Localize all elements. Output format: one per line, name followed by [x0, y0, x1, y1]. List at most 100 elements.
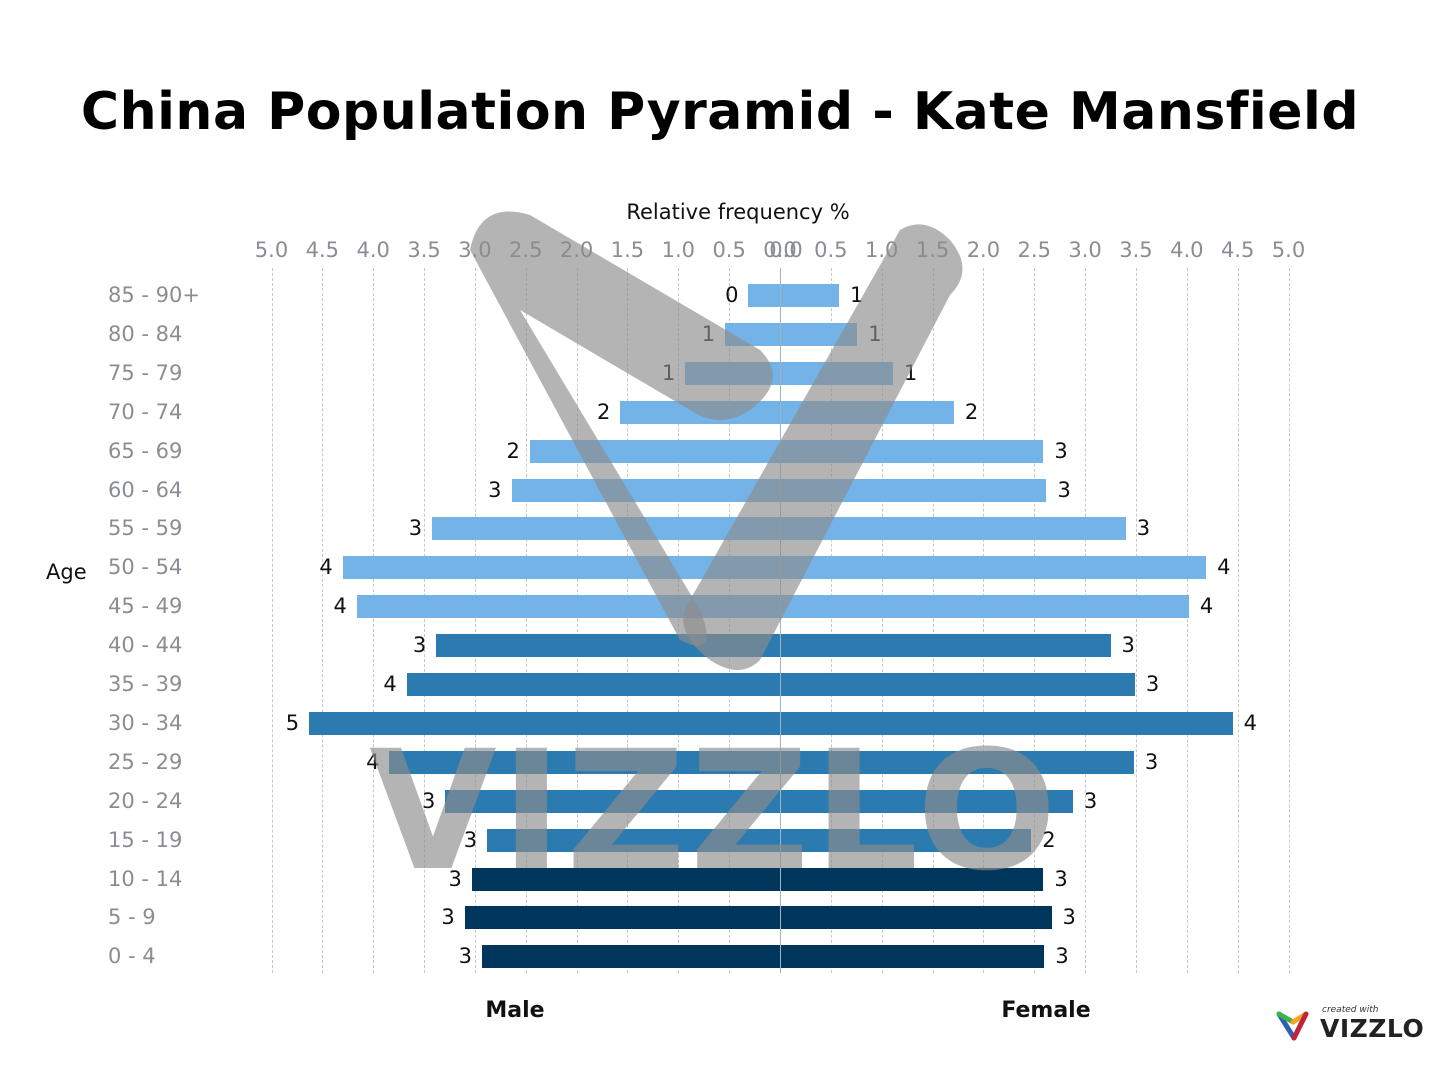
male-bar [487, 828, 780, 852]
female-bar [780, 595, 1189, 619]
female-bar [780, 439, 1044, 463]
x-tick-label: 4.0 [1170, 238, 1204, 262]
created-with-text: created with [1322, 1005, 1379, 1015]
gridline [1237, 268, 1239, 973]
x-tick-label: 0.0 [769, 238, 803, 262]
female-bar [780, 828, 1032, 852]
female-bar [780, 711, 1233, 735]
male-bar [471, 867, 780, 891]
male-bar [511, 478, 780, 502]
male-value-label: 4 [383, 672, 397, 696]
female-label: Female [1001, 998, 1091, 1023]
age-label: 85 - 90+ [108, 283, 200, 307]
male-bar [389, 750, 780, 774]
male-bar [464, 906, 780, 930]
female-value-label: 4 [1243, 710, 1257, 735]
female-bar [780, 478, 1047, 502]
female-value-label: 3 [1144, 749, 1159, 774]
x-tick-label: 3.5 [1119, 238, 1153, 262]
age-label: 55 - 59 [108, 516, 183, 541]
male-value-label: 3 [412, 633, 427, 658]
gridline [1288, 268, 1290, 973]
male-value-label: 4 [333, 594, 347, 619]
male-bar [620, 400, 780, 424]
gridline [1135, 268, 1137, 973]
age-label: 75 - 79 [108, 360, 183, 385]
male-bar [529, 439, 780, 463]
female-value-label: 3 [1136, 516, 1151, 541]
age-label: 0 - 4 [108, 944, 156, 969]
female-value-label: 2 [1042, 827, 1056, 852]
y-axis-title: Age [46, 560, 87, 584]
age-label: 10 - 14 [108, 866, 183, 891]
female-value-label: 2 [964, 399, 979, 424]
x-tick-label: 2.5 [509, 238, 543, 262]
female-bar [780, 400, 954, 424]
x-tick-label: 3.0 [458, 238, 492, 262]
female-value-label: 3 [1145, 672, 1160, 696]
male-value-label: 3 [422, 788, 436, 813]
x-tick-label: 2.0 [559, 238, 594, 262]
female-bar [780, 789, 1073, 813]
female-value-label: 4 [1217, 555, 1231, 580]
male-value-label: 3 [463, 827, 478, 852]
age-label: 20 - 24 [108, 788, 183, 813]
male-bar [482, 945, 780, 969]
gridline [1085, 268, 1087, 973]
vizzlo-v-icon [1276, 1011, 1309, 1041]
male-value-label: 2 [506, 438, 520, 463]
male-value-label: 3 [448, 866, 462, 891]
female-value-label: 1 [849, 283, 864, 307]
x-tick-label: 1.5 [610, 238, 645, 262]
x-tick-label: 2.5 [1017, 238, 1051, 262]
x-tick-label: 1.5 [915, 238, 950, 262]
age-label: 40 - 44 [108, 633, 183, 658]
female-bar [780, 906, 1052, 930]
age-label: 80 - 84 [108, 321, 183, 346]
female-bar [780, 945, 1045, 969]
age-label: 30 - 34 [108, 710, 183, 735]
gridline [322, 268, 324, 973]
female-value-label: 3 [1054, 866, 1068, 891]
x-tick-label: 0.5 [814, 238, 848, 262]
male-value-label: 0 [725, 283, 739, 307]
vizzlo-logo: created with VIZZLO [1276, 1002, 1426, 1043]
male-value-label: 2 [596, 399, 611, 424]
female-bar [780, 634, 1111, 658]
x-tick-label: 4.0 [356, 238, 390, 262]
male-bar [309, 711, 780, 735]
x-tick-label: 3.5 [407, 238, 441, 262]
female-value-label: 1 [903, 360, 918, 385]
male-value-label: 1 [701, 321, 716, 346]
x-tick-label: 4.5 [1220, 238, 1255, 262]
female-value-label: 1 [868, 321, 882, 346]
male-value-label: 3 [458, 944, 473, 969]
age-label: 5 - 9 [108, 905, 156, 930]
x-tick-label: 5.0 [254, 238, 289, 262]
male-value-label: 3 [441, 905, 455, 930]
male-bar [356, 595, 780, 619]
male-bar [342, 556, 780, 580]
x-tick-label: 1.0 [661, 238, 695, 262]
gridline [1186, 268, 1188, 973]
male-value-label: 1 [662, 360, 676, 385]
male-bar [432, 517, 780, 541]
age-label: 45 - 49 [108, 594, 183, 619]
age-label: 60 - 64 [108, 477, 183, 502]
age-label: 35 - 39 [108, 672, 183, 696]
female-value-label: 3 [1062, 905, 1076, 930]
male-label: Male [485, 998, 545, 1023]
x-tick-label: 0.5 [712, 238, 746, 262]
x-tick-label: 5.0 [1271, 238, 1306, 262]
age-label: 65 - 69 [108, 438, 183, 463]
female-bar [780, 556, 1207, 580]
female-bar [780, 673, 1135, 696]
age-label: 50 - 54 [108, 555, 183, 580]
male-bar [406, 673, 780, 696]
male-value-label: 3 [408, 516, 423, 541]
male-bar [445, 789, 780, 813]
female-value-label: 3 [1083, 788, 1098, 813]
gridline [271, 268, 273, 973]
gridline [983, 268, 985, 973]
female-bar [780, 517, 1126, 541]
